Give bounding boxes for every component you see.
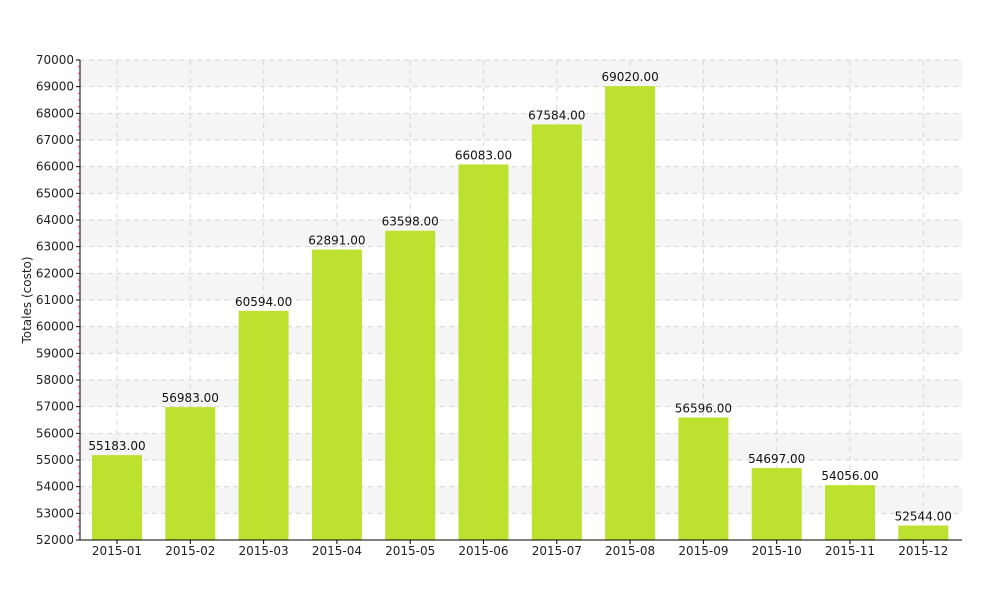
- background-band: [80, 327, 962, 354]
- x-tick-label: 2015-06: [458, 544, 508, 558]
- bar-2015-02: [165, 407, 215, 540]
- bar-2015-12: [898, 525, 948, 540]
- value-label-2015-07: 67584.00: [528, 108, 585, 122]
- y-tick-label: 53000: [36, 506, 74, 520]
- x-tick-label: 2015-08: [605, 544, 655, 558]
- x-tick-label: 2015-12: [898, 544, 948, 558]
- y-tick-label: 54000: [36, 480, 74, 494]
- y-tick-label: 70000: [36, 53, 74, 67]
- y-tick-label: 56000: [36, 426, 74, 440]
- y-tick-label: 68000: [36, 106, 74, 120]
- value-label-2015-12: 52544.00: [895, 509, 952, 523]
- y-tick-label: 66000: [36, 160, 74, 174]
- value-label-2015-08: 69020.00: [601, 70, 658, 84]
- x-tick-label: 2015-09: [678, 544, 728, 558]
- background-band: [80, 113, 962, 140]
- y-tick-label: 65000: [36, 186, 74, 200]
- bar-2015-06: [459, 164, 509, 540]
- bar-2015-04: [312, 250, 362, 540]
- y-tick-label: 59000: [36, 346, 74, 360]
- bar-2015-08: [605, 86, 655, 540]
- bar-2015-09: [678, 417, 728, 540]
- x-tick-label: 2015-02: [165, 544, 215, 558]
- y-tick-label: 60000: [36, 320, 74, 334]
- y-tick-label: 63000: [36, 240, 74, 254]
- bar-2015-11: [825, 485, 875, 540]
- value-label-2015-05: 63598.00: [382, 215, 439, 229]
- value-label-2015-01: 55183.00: [88, 439, 145, 453]
- y-tick-label: 58000: [36, 373, 74, 387]
- y-tick-label: 69000: [36, 80, 74, 94]
- x-tick-label: 2015-11: [825, 544, 875, 558]
- y-tick-label: 52000: [36, 533, 74, 547]
- x-tick-label: 2015-03: [239, 544, 289, 558]
- y-tick-label: 64000: [36, 213, 74, 227]
- bar-2015-10: [752, 468, 802, 540]
- y-tick-label: 57000: [36, 400, 74, 414]
- bars: [92, 86, 948, 540]
- bar-2015-05: [385, 231, 435, 540]
- background-band: [80, 60, 962, 87]
- background-band: [80, 273, 962, 300]
- y-tick-label: 61000: [36, 293, 74, 307]
- value-label-2015-02: 56983.00: [162, 391, 219, 405]
- x-tick-label: 2015-01: [92, 544, 142, 558]
- bar-2015-01: [92, 455, 142, 540]
- x-tick-label: 2015-10: [752, 544, 802, 558]
- value-label-2015-10: 54697.00: [748, 452, 805, 466]
- y-tick-label: 62000: [36, 266, 74, 280]
- x-tick-label: 2015-04: [312, 544, 362, 558]
- x-axis-ticks: 2015-01 2015-02 2015-03 2015-04 2015-05 2015-…: [92, 540, 948, 558]
- value-label-2015-09: 56596.00: [675, 401, 732, 415]
- background-band: [80, 220, 962, 247]
- y-tick-label: 55000: [36, 453, 74, 467]
- x-tick-label: 2015-07: [532, 544, 582, 558]
- value-label-2015-03: 60594.00: [235, 295, 292, 309]
- y-tick-label: 67000: [36, 133, 74, 147]
- bar-2015-07: [532, 124, 582, 540]
- y-axis-title: Totales (costo): [20, 256, 34, 344]
- background-band: [80, 167, 962, 194]
- bar-2015-03: [239, 311, 289, 540]
- x-tick-label: 2015-05: [385, 544, 435, 558]
- value-label-2015-04: 62891.00: [308, 234, 365, 248]
- y-axis-ticks: 52000 53000 54000 55000 56000 57000 58000 59000…: [36, 53, 80, 547]
- value-label-2015-11: 54056.00: [821, 469, 878, 483]
- value-label-2015-06: 66083.00: [455, 148, 512, 162]
